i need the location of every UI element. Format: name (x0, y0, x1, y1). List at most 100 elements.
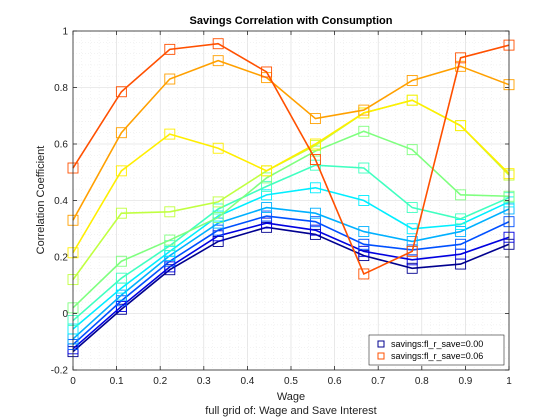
data-point (115, 289, 127, 301)
data-point (309, 138, 321, 150)
series-line-2 (72, 215, 510, 346)
data-point (455, 52, 467, 64)
x-tick-label: 0.5 (284, 376, 298, 387)
data-point (212, 38, 224, 50)
data-point (358, 268, 370, 280)
x-tick-label: 0.7 (371, 376, 385, 387)
series-line-9 (72, 59, 510, 221)
data-point (406, 94, 418, 106)
data-point (261, 189, 273, 201)
data-point (309, 182, 321, 194)
data-point (212, 224, 224, 236)
data-point (115, 165, 127, 177)
x-tick-label: 0.4 (240, 376, 254, 387)
data-point (309, 224, 321, 236)
data-point (212, 55, 224, 67)
data-point (261, 66, 273, 78)
y-tick-label: 0.4 (54, 196, 68, 207)
data-point (406, 262, 418, 274)
data-point (309, 113, 321, 125)
data-point (358, 238, 370, 250)
x-tick-labels: 0 0.1 0.2 0.3 0.4 0.5 0.6 0.7 0.8 0.9 1 (70, 376, 512, 387)
data-point (261, 172, 273, 184)
data-point (358, 195, 370, 206)
data-point (115, 127, 127, 139)
x-tick-label: 0.2 (153, 376, 167, 387)
data-point (358, 125, 370, 137)
x-tick-label: 0.6 (328, 376, 342, 387)
x-tick-label: 1 (506, 376, 512, 387)
x-tick-label: 0.9 (458, 376, 472, 387)
data-point (455, 120, 467, 132)
legend-box (368, 334, 505, 366)
data-point (164, 128, 176, 140)
data-point (212, 211, 224, 223)
data-point (358, 245, 370, 257)
data-point (455, 226, 467, 238)
legend-label-0: savings:fl_r_save=0.00 (391, 339, 483, 349)
data-point (261, 202, 273, 214)
data-point (115, 255, 127, 267)
y-axis-label: Correlation Coefficient (35, 146, 47, 255)
data-point (212, 203, 224, 215)
data-point (115, 86, 127, 98)
data-point (115, 272, 127, 284)
y-tick-label: 1 (62, 27, 68, 38)
x-tick-label: 0.3 (197, 376, 211, 387)
data-point (358, 226, 370, 238)
data-point (309, 154, 321, 165)
series-line-3 (72, 206, 510, 340)
series-1 (67, 217, 515, 355)
data-point (358, 162, 370, 174)
chart-title: Savings Correlation with Consumption (190, 15, 393, 27)
y-tick-label: 0.6 (54, 140, 68, 151)
data-point (455, 60, 467, 72)
data-point (309, 207, 321, 219)
legend-label-1: savings:fl_r_save=0.06 (391, 351, 483, 361)
series-line-5 (72, 164, 510, 322)
data-point (455, 238, 467, 250)
x-tick-label: 0 (70, 376, 76, 387)
data-point (455, 213, 467, 225)
y-tick-label: 0.8 (54, 83, 68, 94)
series-line-6 (72, 130, 510, 309)
data-point (406, 74, 418, 86)
legend-marker-0 (377, 340, 385, 348)
data-point (406, 202, 418, 214)
y-tick-labels: -0.2 0 0.2 0.4 0.6 0.8 1 (51, 27, 69, 377)
y-tick-label: 0.2 (54, 253, 68, 264)
data-point (212, 196, 224, 208)
data-point (261, 217, 273, 229)
series-layer (67, 38, 515, 358)
data-point (309, 216, 321, 228)
data-point (212, 142, 224, 154)
legend-marker-1 (377, 352, 385, 360)
data-point (164, 234, 176, 246)
x-tick-label: 0.1 (110, 376, 124, 387)
data-point (261, 180, 273, 192)
x-tick-label: 0.8 (415, 376, 429, 387)
series-9 (67, 55, 515, 226)
data-point (115, 207, 127, 219)
legend: savings:fl_r_save=0.00 savings:fl_r_save… (368, 334, 505, 366)
data-point (455, 189, 467, 201)
data-point (358, 104, 370, 116)
series-line-1 (72, 222, 510, 350)
data-point (261, 210, 273, 222)
data-point (406, 144, 418, 156)
y-tick-label: -0.2 (51, 366, 69, 377)
x-axis-label: Wage (277, 391, 305, 403)
data-point (164, 206, 176, 218)
tick-marks (72, 30, 510, 371)
data-point (406, 245, 418, 257)
y-tick-label: 0 (62, 309, 68, 320)
chart-caption: full grid of: Wage and Save Interest (205, 405, 376, 417)
grid (72, 30, 510, 371)
series-line-0 (72, 226, 510, 353)
series-line-10 (72, 42, 510, 276)
series-line-8 (72, 99, 510, 254)
data-point (261, 165, 273, 177)
data-point (164, 73, 176, 85)
data-point (164, 43, 176, 55)
